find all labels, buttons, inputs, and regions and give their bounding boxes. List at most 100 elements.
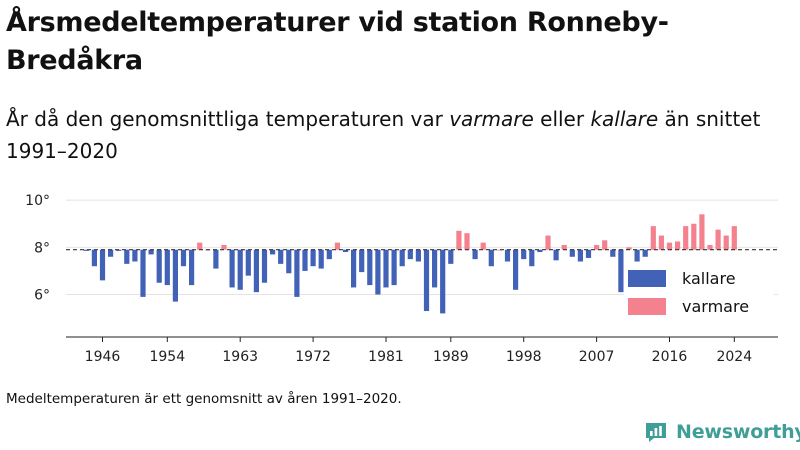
- bar-kallare: [124, 249, 130, 264]
- bar-kallare: [577, 249, 583, 262]
- bar-kallare: [172, 249, 178, 302]
- bar-kallare: [537, 249, 543, 253]
- bar-varmare: [626, 247, 632, 250]
- x-tick-label: 1963: [222, 349, 258, 365]
- bar-kallare: [148, 249, 154, 255]
- subtitle-text: än snittet 1991–2020: [6, 107, 761, 163]
- bar-kallare: [140, 249, 146, 297]
- bar-kallare: [229, 249, 235, 288]
- bar-kallare: [448, 249, 454, 264]
- subtitle-text: eller: [533, 107, 591, 131]
- bar-kallare: [164, 249, 170, 286]
- subtitle-text: År då den genomsnittliga temperaturen va…: [6, 107, 450, 131]
- subtitle-colder: kallare: [590, 107, 659, 131]
- bar-kallare: [326, 249, 332, 260]
- bar-kallare: [375, 249, 381, 295]
- bar-kallare: [245, 249, 251, 276]
- bar-kallare: [132, 249, 138, 262]
- legend-label-kallare: kallare: [682, 269, 736, 288]
- x-tick-label: 2016: [652, 349, 688, 365]
- bar-kallare: [359, 249, 365, 273]
- bar-varmare: [480, 242, 486, 250]
- bar-kallare: [351, 249, 357, 288]
- bar-varmare: [683, 226, 689, 250]
- bar-kallare: [618, 249, 624, 293]
- bar-varmare: [715, 229, 721, 250]
- bar-varmare: [731, 226, 737, 250]
- bar-kallare: [83, 249, 89, 251]
- bar-kallare: [399, 249, 405, 267]
- chart-subtitle: År då den genomsnittliga temperaturen va…: [6, 103, 786, 167]
- bar-varmare: [699, 214, 705, 250]
- bar-kallare: [99, 249, 106, 281]
- bar-varmare: [334, 242, 340, 250]
- bar-kallare: [253, 249, 259, 293]
- bar-kallare: [302, 249, 308, 271]
- bar-kallare: [610, 249, 616, 257]
- x-tick-label: 1954: [149, 349, 185, 365]
- y-tick-label: 10°: [25, 193, 50, 209]
- bar-varmare: [197, 242, 203, 250]
- bar-varmare: [650, 226, 656, 250]
- bar-kallare: [278, 249, 284, 264]
- bar-varmare: [723, 235, 729, 250]
- bar-kallare: [286, 249, 292, 274]
- bar-kallare: [189, 249, 195, 286]
- bar-kallare: [585, 249, 592, 258]
- bar-kallare: [213, 249, 219, 269]
- bar-kallare: [569, 249, 575, 257]
- x-tick-label: 1946: [85, 349, 121, 365]
- bar-kallare: [634, 249, 640, 262]
- bar-kallare: [407, 249, 413, 260]
- bar-varmare: [456, 230, 462, 250]
- bar-kallare: [318, 249, 324, 269]
- bar-varmare: [561, 244, 567, 250]
- bar-kallare: [342, 249, 349, 253]
- bar-kallare: [472, 249, 478, 260]
- bar-varmare: [602, 240, 608, 250]
- y-tick-label: 8°: [34, 240, 50, 256]
- legend-swatch-varmare: [628, 298, 666, 315]
- bar-kallare: [529, 249, 535, 267]
- bar-varmare: [594, 244, 600, 250]
- bar-kallare: [391, 249, 397, 286]
- x-tick-label: 2007: [579, 349, 615, 365]
- bar-varmare: [496, 249, 502, 251]
- bar-kallare: [367, 249, 373, 286]
- bar-kallare: [415, 249, 421, 262]
- subtitle-warmer: varmare: [449, 107, 534, 131]
- brand-name: Newsworthy: [676, 421, 800, 443]
- bar-kallare: [91, 249, 97, 267]
- bar-kallare: [180, 249, 187, 267]
- bar-varmare: [221, 244, 227, 250]
- y-tick-label: 6°: [34, 288, 50, 304]
- bar-varmare: [545, 235, 551, 250]
- bar-kallare: [383, 249, 389, 288]
- bar-varmare: [658, 235, 664, 250]
- bar-kallare: [521, 249, 527, 260]
- bar-kallare: [310, 249, 316, 267]
- bar-kallare: [423, 249, 430, 312]
- x-tick-label: 1981: [368, 349, 404, 365]
- legend-swatch-kallare: [628, 270, 666, 287]
- bar-kallare: [513, 249, 519, 290]
- bar-varmare: [464, 233, 470, 250]
- newsworthy-brand: Newsworthy: [644, 420, 800, 444]
- bar-kallare: [261, 249, 268, 283]
- bar-kallare: [156, 249, 162, 283]
- temperature-bar-chart: 6° 8° 10° 1946 1954 1963 1972 1981 1989 1998 2007 2…: [25, 193, 778, 365]
- bar-kallare: [270, 249, 276, 255]
- newsworthy-logo-icon: [646, 423, 666, 442]
- x-tick-label: 1972: [295, 349, 331, 365]
- legend-label-varmare: varmare: [682, 297, 749, 316]
- bar-varmare: [675, 241, 681, 250]
- bar-kallare: [108, 249, 114, 257]
- bar-kallare: [642, 249, 648, 257]
- bar-kallare: [440, 249, 446, 314]
- bar-kallare: [504, 249, 511, 262]
- footnote: Medeltemperaturen är ett genomsnitt av å…: [6, 391, 402, 407]
- bar-varmare: [707, 244, 713, 250]
- x-tick-label: 1989: [433, 349, 469, 365]
- bar-kallare: [237, 249, 243, 290]
- bar-kallare: [553, 249, 559, 261]
